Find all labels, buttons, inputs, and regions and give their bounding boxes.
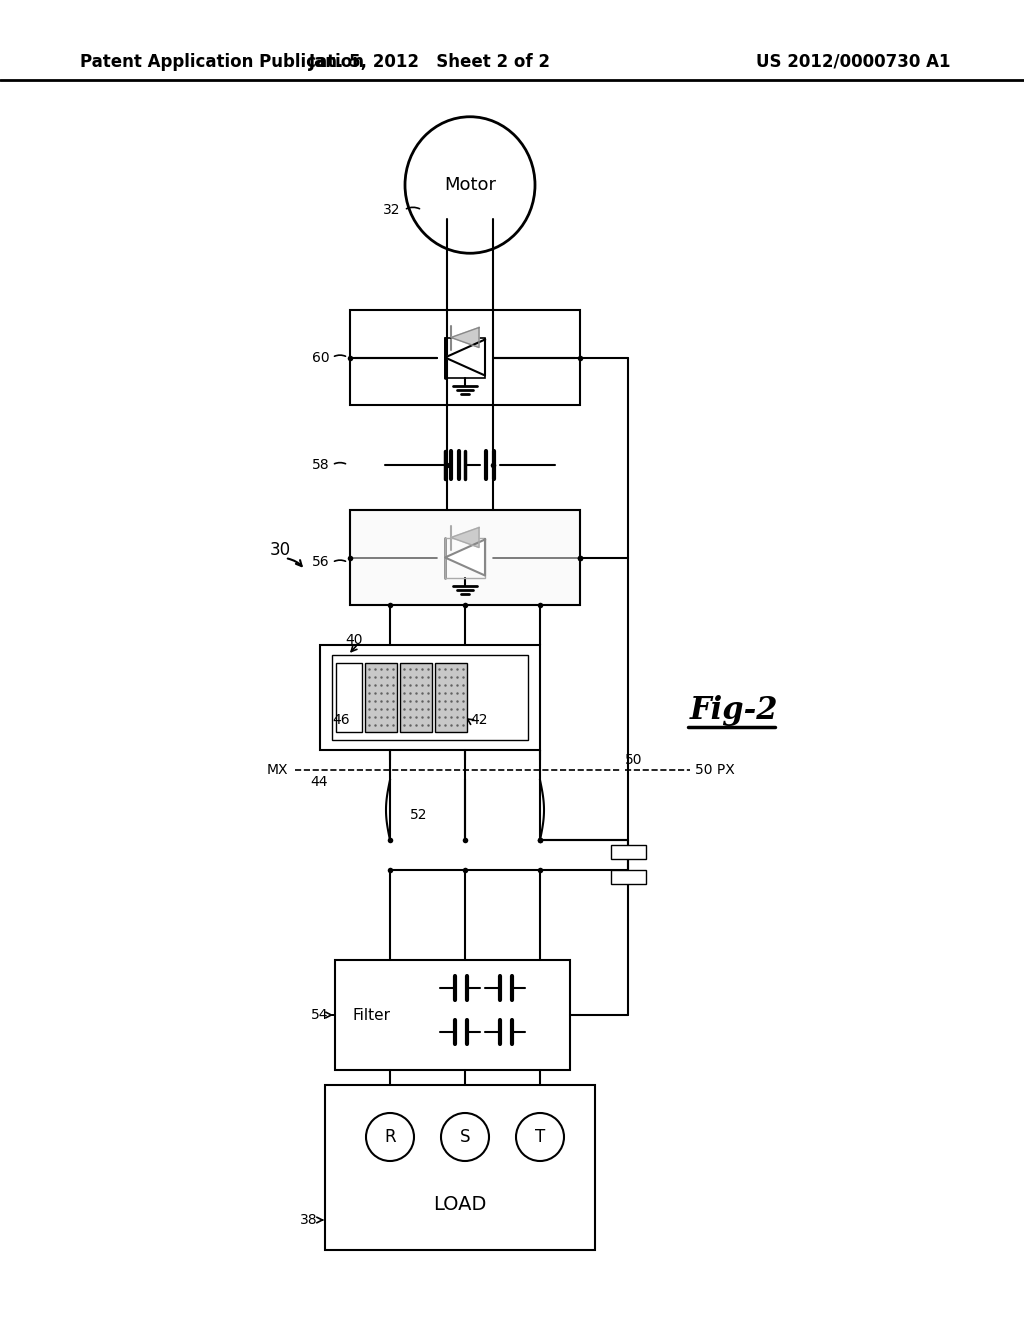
Polygon shape (445, 339, 485, 375)
Bar (319, 645, 540, 750)
Text: LOAD: LOAD (433, 1196, 486, 1214)
Bar (350, 310, 580, 405)
Bar (445, 537, 485, 578)
Bar (335, 960, 570, 1071)
Text: 42: 42 (470, 713, 487, 727)
Text: US 2012/0000730 A1: US 2012/0000730 A1 (756, 53, 950, 71)
Text: 44: 44 (310, 775, 328, 789)
Text: 58: 58 (312, 458, 330, 473)
Text: 60: 60 (312, 351, 330, 364)
Bar (400, 663, 432, 733)
Polygon shape (451, 528, 479, 548)
Text: 50: 50 (625, 752, 642, 767)
Text: Fig-2: Fig-2 (690, 694, 778, 726)
Bar (445, 338, 485, 378)
Text: R: R (384, 1129, 396, 1146)
Text: S: S (460, 1129, 470, 1146)
Text: 56: 56 (312, 556, 330, 569)
Polygon shape (451, 327, 479, 347)
Bar (435, 663, 467, 733)
Bar (325, 1085, 595, 1250)
Text: 32: 32 (383, 203, 400, 216)
Text: T: T (535, 1129, 545, 1146)
Bar (350, 510, 580, 605)
Text: Patent Application Publication: Patent Application Publication (80, 53, 364, 71)
Bar (610, 870, 645, 884)
Text: 46: 46 (333, 713, 350, 727)
Text: 30: 30 (270, 541, 291, 558)
Text: MX: MX (266, 763, 288, 777)
Text: 50 PX: 50 PX (695, 763, 735, 777)
Bar (610, 845, 645, 859)
Text: 38: 38 (300, 1213, 318, 1228)
Text: Filter: Filter (353, 1007, 391, 1023)
Bar (336, 663, 362, 733)
Text: Motor: Motor (444, 176, 496, 194)
Bar (365, 663, 397, 733)
Text: 54: 54 (310, 1008, 328, 1022)
Text: 40: 40 (345, 634, 362, 647)
Bar (350, 510, 580, 605)
Text: 52: 52 (410, 808, 427, 822)
Bar (332, 655, 528, 741)
Polygon shape (445, 540, 485, 576)
Text: Jan. 5, 2012   Sheet 2 of 2: Jan. 5, 2012 Sheet 2 of 2 (309, 53, 551, 71)
